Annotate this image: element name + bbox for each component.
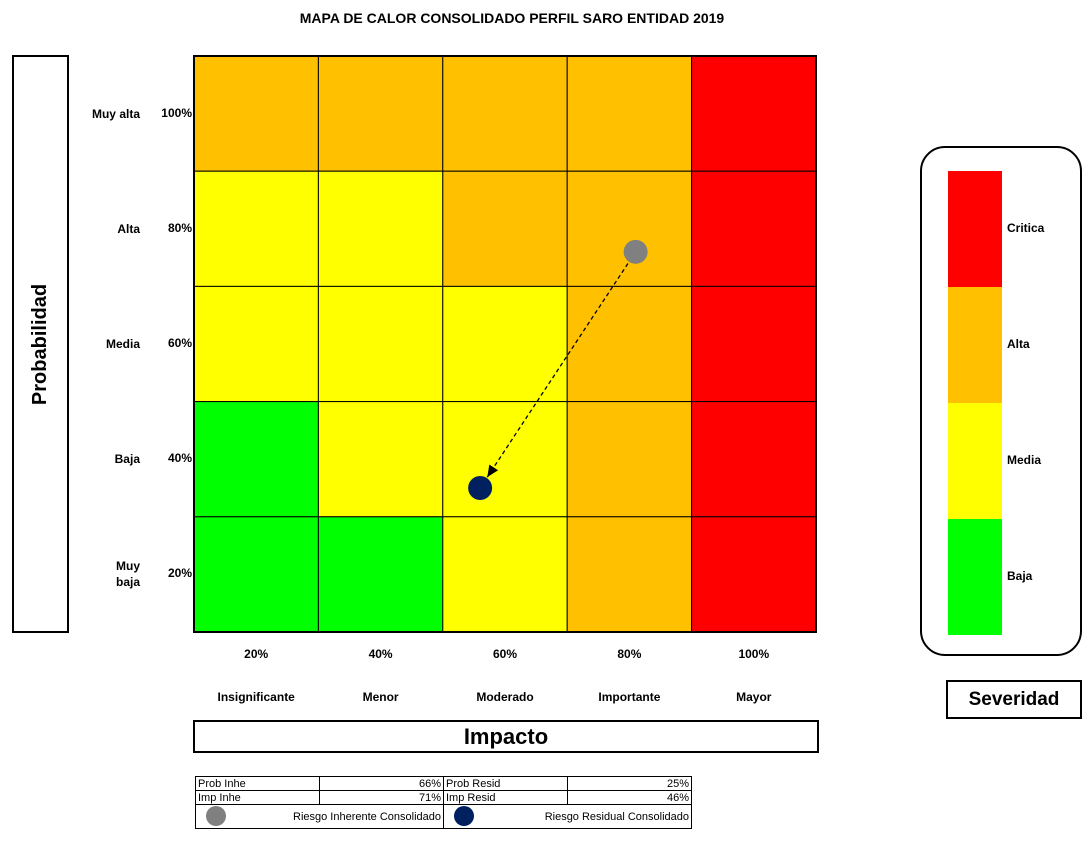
legend-frame (920, 146, 1082, 656)
heat-cell (566, 55, 693, 172)
legend-entry: Riesgo Inherente Consolidado (293, 810, 441, 823)
legend-entry: Riesgo Residual Consolidado (544, 810, 689, 823)
legend-label: Media (1007, 453, 1042, 467)
heat-cell (442, 285, 568, 403)
legend-swatch (948, 171, 1002, 287)
y-category-label: Media (105, 337, 140, 351)
heat-cell (442, 401, 568, 518)
risk-point (468, 476, 493, 500)
table-cell: 46% (567, 790, 692, 805)
table-cell: Imp Resid (443, 790, 568, 805)
x-category-label: Moderado (476, 690, 534, 704)
y-category-label: Baja (114, 452, 140, 467)
table-cell: Prob Resid (443, 776, 568, 791)
heat-cell (317, 516, 444, 633)
arrow (486, 251, 637, 478)
heat-cell (317, 170, 444, 287)
legend-swatch (948, 287, 1002, 403)
x-percent-label: 40% (368, 647, 393, 661)
table-row: Riesgo Inherente Consolidado Riesgo Resid… (195, 804, 692, 829)
heat-cell (193, 55, 319, 172)
legend-label: Critica (1007, 221, 1045, 235)
y-percent-label: 60% (167, 336, 192, 350)
table-cell: Imp Inhe (195, 790, 320, 805)
x-percent-label: 80% (617, 647, 642, 661)
legend-label: Baja (1007, 569, 1033, 583)
y-category-label: Muy baja (115, 559, 140, 590)
heat-cell (691, 55, 817, 172)
chart-title: MAPA DE CALOR CONSOLIDADO PERFIL SARO EN… (299, 10, 725, 26)
table-cell: 71% (319, 790, 444, 805)
x-category-label: Importante (598, 690, 661, 704)
heat-cell (317, 285, 444, 403)
risk-point (623, 239, 648, 264)
y-category-label: Muy alta (91, 106, 140, 121)
table-cell: 66% (319, 776, 444, 791)
heat-cell (442, 55, 568, 172)
x-category-label: Insignificante (217, 690, 295, 704)
heat-cell (691, 170, 817, 287)
x-category-label: Mayor (736, 690, 772, 704)
heat-cell (193, 285, 319, 403)
y-percent-label: 20% (167, 566, 192, 581)
heat-cell (317, 401, 444, 518)
y-percent-label: 100% (161, 105, 192, 120)
table-row: Prob Inhe 66% Prob Resid 25% (195, 776, 692, 791)
table-cell: 25% (567, 776, 692, 791)
legend-swatch (948, 519, 1002, 635)
heat-cell (442, 170, 568, 287)
x-percent-label: 100% (738, 647, 770, 661)
legend-cell: Riesgo Residual Consolidado (443, 804, 692, 829)
x-percent-label: 60% (492, 647, 518, 661)
heat-cell (566, 285, 693, 403)
heat-cell (317, 55, 444, 172)
heat-cell (442, 516, 568, 633)
x-axis-label: Impacto (193, 720, 819, 753)
y-category-label: Alta (117, 221, 140, 236)
y-label-box: Probabilidad (12, 55, 69, 633)
heat-cell (691, 285, 817, 403)
legend-marker (454, 805, 474, 826)
heat-cell (691, 516, 817, 633)
x-category-label: Menor (362, 690, 399, 704)
heat-cell (691, 401, 817, 518)
table-row: Imp Inhe 71% Imp Resid 46% (195, 790, 692, 805)
y-percent-label: 80% (167, 220, 192, 235)
legend-label: Alta (1007, 337, 1030, 351)
y-percent-label: 40% (167, 451, 192, 466)
summary-table: Prob Inhe 66% Prob Resid 25% Imp Inhe 71% Imp … (195, 776, 692, 829)
x-percent-label: 20% (244, 647, 269, 661)
heat-cell (193, 516, 319, 633)
y-axis-label: Probabilidad (29, 283, 51, 405)
heat-cell (566, 170, 693, 287)
heat-cell (566, 516, 693, 633)
legend-marker (206, 805, 226, 826)
legend-swatch (948, 403, 1002, 519)
grid-border (193, 55, 817, 633)
table-cell: Prob Inhe (195, 776, 320, 791)
heat-cell (193, 401, 319, 518)
legend-title: Severidad (946, 680, 1082, 719)
heat-cell (193, 170, 319, 287)
heat-cell (566, 401, 693, 518)
legend-cell: Riesgo Inherente Consolidado (195, 804, 444, 829)
